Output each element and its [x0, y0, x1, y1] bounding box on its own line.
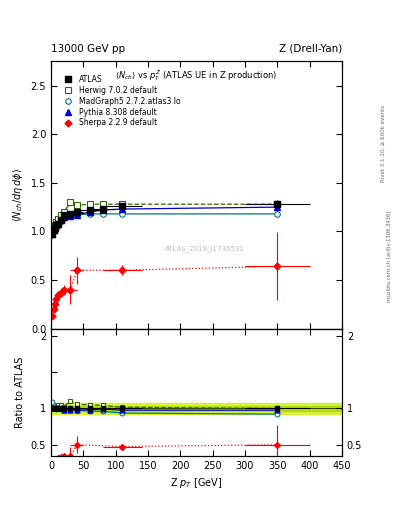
MadGraph5 2.7.2.atlas3 lo [101, 211, 105, 217]
ATLAS [50, 231, 55, 238]
Text: mcplots.cern.ch [arXiv:1306.3436]: mcplots.cern.ch [arXiv:1306.3436] [387, 210, 391, 302]
Herwig 7.0.2 default [101, 201, 105, 207]
Sherpa 2.2.9 default [275, 263, 280, 269]
Sherpa 2.2.9 default [51, 306, 56, 312]
Herwig 7.0.2 default [53, 222, 57, 228]
Pythia 8.308 default [54, 222, 59, 228]
X-axis label: Z $p_T$ [GeV]: Z $p_T$ [GeV] [170, 476, 223, 490]
Pythia 8.308 default [75, 212, 79, 218]
Herwig 7.0.2 default [54, 219, 59, 225]
MadGraph5 2.7.2.atlas3 lo [59, 218, 63, 224]
Herwig 7.0.2 default [62, 209, 66, 215]
Sherpa 2.2.9 default [62, 287, 66, 293]
ATLAS [54, 222, 59, 228]
MadGraph5 2.7.2.atlas3 lo [275, 211, 280, 217]
Pythia 8.308 default [50, 231, 55, 238]
Text: Z (Drell-Yan): Z (Drell-Yan) [279, 44, 342, 54]
Pythia 8.308 default [88, 209, 92, 215]
ATLAS [51, 227, 56, 233]
Y-axis label: $\langle N_{ch}/d\eta\, d\phi \rangle$: $\langle N_{ch}/d\eta\, d\phi \rangle$ [11, 168, 25, 222]
Pythia 8.308 default [59, 217, 63, 223]
MadGraph5 2.7.2.atlas3 lo [50, 223, 55, 229]
ATLAS [101, 206, 105, 212]
Herwig 7.0.2 default [59, 212, 63, 218]
MadGraph5 2.7.2.atlas3 lo [88, 211, 92, 217]
Sherpa 2.2.9 default [59, 289, 63, 295]
Text: Rivet 3.1.10, ≥ 600k events: Rivet 3.1.10, ≥ 600k events [381, 105, 386, 182]
Legend: ATLAS, Herwig 7.0.2 default, MadGraph5 2.7.2.atlas3 lo, Pythia 8.308 default, Sh: ATLAS, Herwig 7.0.2 default, MadGraph5 2… [58, 73, 182, 129]
Herwig 7.0.2 default [55, 216, 60, 222]
Text: $\langle N_{ch}\rangle$ vs $p_T^Z$ (ATLAS UE in Z production): $\langle N_{ch}\rangle$ vs $p_T^Z$ (ATLA… [116, 68, 277, 83]
Herwig 7.0.2 default [275, 201, 280, 207]
Line: Pythia 8.308 default: Pythia 8.308 default [50, 204, 280, 237]
ATLAS [62, 212, 66, 218]
Herwig 7.0.2 default [120, 201, 125, 207]
Pythia 8.308 default [120, 206, 125, 212]
Pythia 8.308 default [101, 207, 105, 213]
ATLAS [68, 211, 73, 217]
Herwig 7.0.2 default [50, 228, 55, 234]
Line: MadGraph5 2.7.2.atlas3 lo: MadGraph5 2.7.2.atlas3 lo [50, 211, 280, 230]
MadGraph5 2.7.2.atlas3 lo [62, 215, 66, 221]
Herwig 7.0.2 default [75, 202, 79, 208]
Pythia 8.308 default [62, 214, 66, 220]
Herwig 7.0.2 default [51, 224, 56, 230]
MadGraph5 2.7.2.atlas3 lo [120, 211, 125, 217]
ATLAS [55, 221, 60, 227]
Sherpa 2.2.9 default [50, 313, 55, 319]
MadGraph5 2.7.2.atlas3 lo [55, 221, 60, 227]
MadGraph5 2.7.2.atlas3 lo [68, 212, 73, 218]
MadGraph5 2.7.2.atlas3 lo [54, 223, 59, 229]
Line: Sherpa 2.2.9 default: Sherpa 2.2.9 default [50, 264, 280, 318]
MadGraph5 2.7.2.atlas3 lo [75, 212, 79, 218]
Pythia 8.308 default [68, 213, 73, 219]
Text: 13000 GeV pp: 13000 GeV pp [51, 44, 125, 54]
Herwig 7.0.2 default [68, 199, 73, 205]
Sherpa 2.2.9 default [55, 291, 60, 297]
Y-axis label: Ratio to ATLAS: Ratio to ATLAS [15, 356, 25, 428]
Pythia 8.308 default [275, 204, 280, 210]
ATLAS [75, 209, 79, 215]
ATLAS [88, 207, 92, 213]
ATLAS [120, 203, 125, 209]
MadGraph5 2.7.2.atlas3 lo [53, 223, 57, 229]
ATLAS [275, 201, 280, 207]
Sherpa 2.2.9 default [68, 287, 73, 293]
Sherpa 2.2.9 default [54, 296, 59, 303]
Sherpa 2.2.9 default [120, 267, 125, 273]
Herwig 7.0.2 default [88, 201, 92, 207]
MadGraph5 2.7.2.atlas3 lo [51, 224, 56, 230]
Sherpa 2.2.9 default [53, 301, 57, 307]
Bar [51, 403, 342, 414]
Bar [51, 406, 342, 411]
Pythia 8.308 default [55, 221, 60, 227]
Pythia 8.308 default [53, 224, 57, 230]
Sherpa 2.2.9 default [75, 267, 79, 273]
ATLAS [59, 217, 63, 223]
Line: Herwig 7.0.2 default: Herwig 7.0.2 default [50, 200, 280, 234]
Pythia 8.308 default [51, 227, 56, 233]
Line: ATLAS: ATLAS [50, 201, 280, 237]
ATLAS [53, 224, 57, 230]
Text: ATLAS_2019_I1736531: ATLAS_2019_I1736531 [165, 245, 245, 252]
